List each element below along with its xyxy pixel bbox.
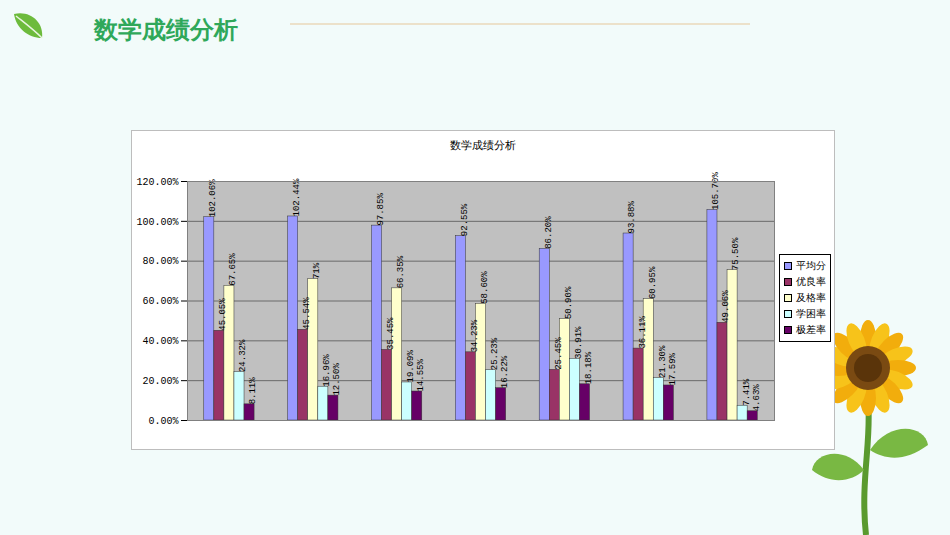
- svg-text:25.23%: 25.23%: [490, 337, 500, 370]
- html-text:数学成绩分析: 数学成绩分析: [94, 16, 238, 44]
- svg-text:36.11%: 36.11%: [638, 316, 648, 349]
- svg-text:8.11%: 8.11%: [248, 377, 258, 405]
- svg-text:102.44%: 102.44%: [292, 178, 302, 216]
- svg-text:60.95%: 60.95%: [648, 266, 658, 299]
- svg-text:4.63%: 4.63%: [752, 384, 762, 412]
- svg-text:75.50%: 75.50%: [731, 237, 741, 270]
- html-text:极差率: 极差率: [796, 324, 826, 335]
- svg-text:86.20%: 86.20%: [544, 216, 554, 249]
- svg-text:30.91%: 30.91%: [574, 326, 584, 359]
- svg-text:17.59%: 17.59%: [668, 352, 678, 385]
- svg-text:20.00%: 20.00%: [142, 376, 178, 387]
- html-text:学困率: 学困率: [796, 308, 826, 319]
- svg-text:40.00%: 40.00%: [142, 336, 178, 347]
- svg-text:71%: 71%: [312, 262, 322, 279]
- svg-text:120.00%: 120.00%: [136, 177, 178, 188]
- svg-text:50.90%: 50.90%: [564, 286, 574, 319]
- svg-text:80.00%: 80.00%: [142, 256, 178, 267]
- svg-text:67.65%: 67.65%: [228, 253, 238, 286]
- svg-text:14.55%: 14.55%: [416, 359, 426, 392]
- svg-text:0.00%: 0.00%: [148, 416, 178, 427]
- svg-text:93.88%: 93.88%: [627, 201, 637, 234]
- svg-text:35.45%: 35.45%: [386, 317, 396, 350]
- svg-text:21.30%: 21.30%: [658, 345, 668, 378]
- svg-text:58.60%: 58.60%: [480, 271, 490, 304]
- svg-text:100.00%: 100.00%: [136, 217, 178, 228]
- svg-text:16.22%: 16.22%: [500, 355, 510, 388]
- svg-text:16.96%: 16.96%: [322, 354, 332, 387]
- svg-text:49.06%: 49.06%: [721, 290, 731, 323]
- svg-text:60.00%: 60.00%: [142, 296, 178, 307]
- html-text:优良率: 优良率: [796, 276, 826, 287]
- svg-text:97.85%: 97.85%: [376, 193, 386, 226]
- svg-text:45.54%: 45.54%: [302, 297, 312, 330]
- svg-text:12.50%: 12.50%: [332, 363, 342, 396]
- svg-text:19.09%: 19.09%: [406, 349, 416, 382]
- svg-text:66.35%: 66.35%: [396, 255, 406, 288]
- svg-text:105.70%: 105.70%: [711, 172, 721, 210]
- html-text:数学成绩分析: 数学成绩分析: [450, 139, 516, 152]
- svg-text:7.41%: 7.41%: [742, 378, 752, 406]
- svg-text:92.55%: 92.55%: [460, 203, 470, 236]
- svg-text:24.32%: 24.32%: [238, 339, 248, 372]
- html-text:平均分: 平均分: [796, 260, 826, 271]
- svg-text:18.18%: 18.18%: [584, 351, 594, 384]
- svg-text:45.05%: 45.05%: [218, 298, 228, 331]
- html-text:及格率: 及格率: [796, 292, 826, 303]
- svg-text:25.45%: 25.45%: [554, 337, 564, 370]
- svg-text:102.06%: 102.06%: [208, 179, 218, 217]
- svg-text:34.23%: 34.23%: [470, 319, 480, 352]
